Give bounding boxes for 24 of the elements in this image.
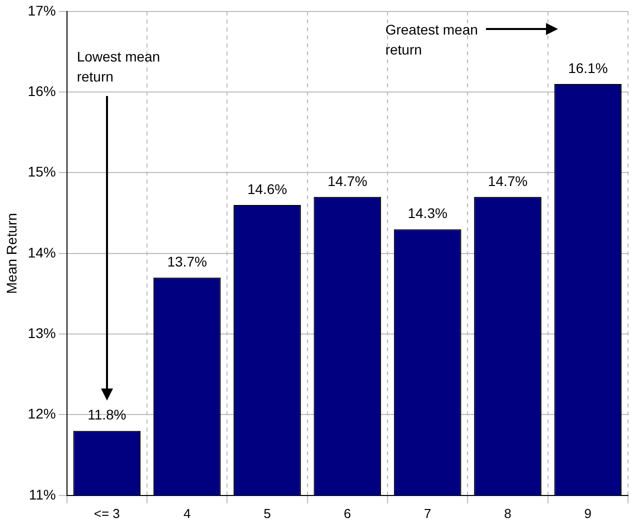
x-tick-label: 5 <box>264 506 271 521</box>
x-tick-label: 8 <box>504 506 512 521</box>
y-tick-label: 11% <box>28 486 56 502</box>
x-tick-label: 4 <box>183 506 191 521</box>
y-tick-label: 14% <box>28 244 56 260</box>
y-axis-title: Mean Return <box>3 212 20 294</box>
y-tick-label: 15% <box>28 164 56 180</box>
y-tick-label: 12% <box>28 406 56 422</box>
x-tick-label: 6 <box>344 506 352 521</box>
y-tick-label: 16% <box>28 82 56 99</box>
data-label: 14.3% <box>408 205 448 222</box>
x-tick-label: 7 <box>424 506 432 521</box>
y-tick-label: 13% <box>28 324 56 341</box>
data-label: 13.7% <box>167 253 207 270</box>
x-tick-label: 9 <box>584 506 592 521</box>
annotation: Greatest mean return <box>385 21 478 58</box>
y-tick-label: 17% <box>28 2 56 18</box>
data-label: 14.6% <box>247 180 288 197</box>
data-label: 16.1% <box>568 60 608 76</box>
data-label: 14.7% <box>488 172 528 189</box>
data-label: 11.8% <box>88 406 126 423</box>
data-label: 14.7% <box>328 172 368 189</box>
annotation: Lowest mean return <box>76 48 160 84</box>
x-tick-label: <= 3 <box>94 506 120 521</box>
